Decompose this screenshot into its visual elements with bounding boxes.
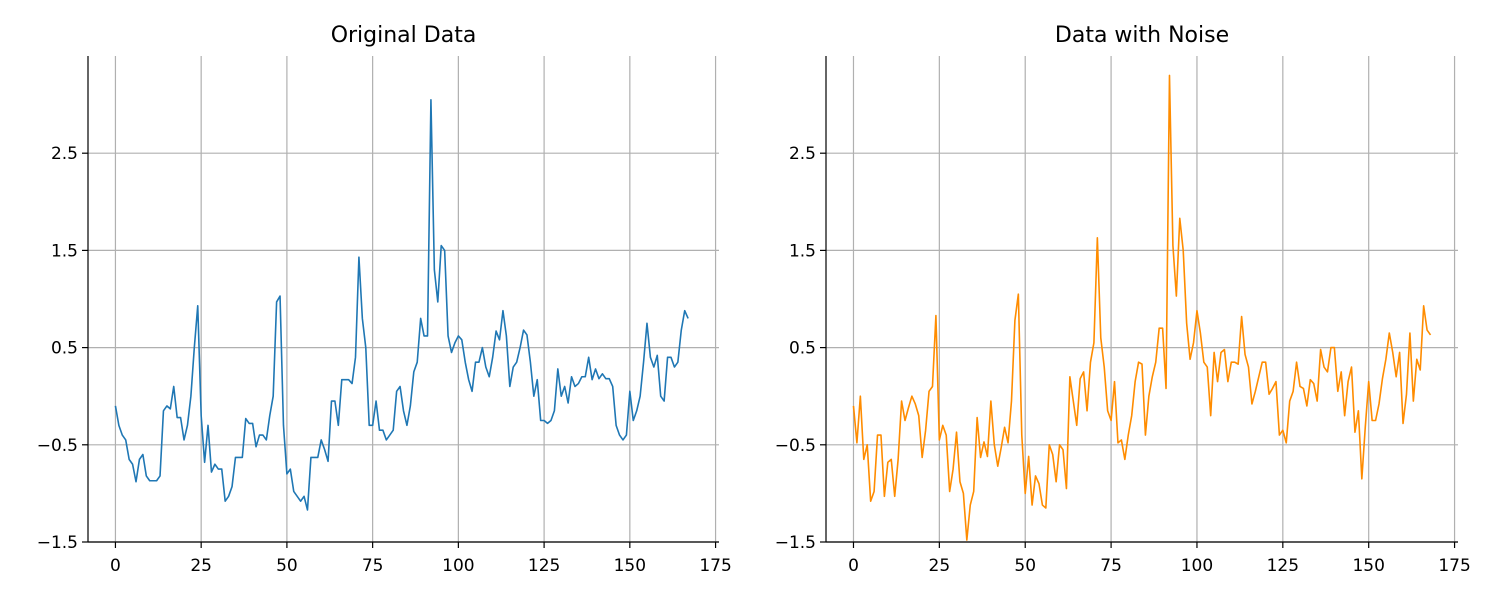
chart-original-data: 0 25 50 75 100 125 150 175 −1.5 −0.5 0.5 1.5 2.5 Orig… — [37, 23, 732, 576]
y-tick-label: −0.5 — [775, 436, 816, 456]
chart-title: Original Data — [331, 23, 477, 48]
y-tick-label: −1.5 — [775, 533, 816, 553]
x-tick-label: 50 — [276, 556, 298, 576]
y-tick-label: −1.5 — [37, 533, 78, 553]
y-tick-label: 2.5 — [51, 144, 78, 164]
x-tick-label: 0 — [110, 556, 121, 576]
y-tick-label: 0.5 — [51, 339, 78, 359]
chart-title: Data with Noise — [1055, 23, 1229, 48]
x-tick-label: 125 — [1267, 556, 1299, 576]
x-tick-label: 50 — [1014, 556, 1036, 576]
series-line — [114, 98, 689, 511]
y-tick-label: 1.5 — [789, 241, 816, 261]
chart-data-with-noise: 0 25 50 75 100 125 150 175 −1.5 −0.5 0.5 1.5 2.5 Data… — [775, 23, 1471, 576]
x-tick-label: 125 — [528, 556, 560, 576]
y-tick-label: 0.5 — [789, 339, 816, 359]
x-tick-label: 75 — [362, 556, 384, 576]
x-tick-label: 75 — [1100, 556, 1122, 576]
x-tick-label: 150 — [614, 556, 646, 576]
x-tick-label: 25 — [190, 556, 212, 576]
x-tick-label: 150 — [1352, 556, 1384, 576]
y-tick-label: 1.5 — [51, 241, 78, 261]
x-tick-label: 100 — [442, 556, 474, 576]
x-tick-label: 25 — [929, 556, 951, 576]
x-tick-label: 175 — [699, 556, 731, 576]
x-tick-label: 0 — [848, 556, 859, 576]
x-tick-label: 175 — [1438, 556, 1470, 576]
x-tick-label: 100 — [1181, 556, 1213, 576]
y-tick-label: −0.5 — [37, 436, 78, 456]
y-tick-label: 2.5 — [789, 144, 816, 164]
series-line — [852, 74, 1432, 541]
